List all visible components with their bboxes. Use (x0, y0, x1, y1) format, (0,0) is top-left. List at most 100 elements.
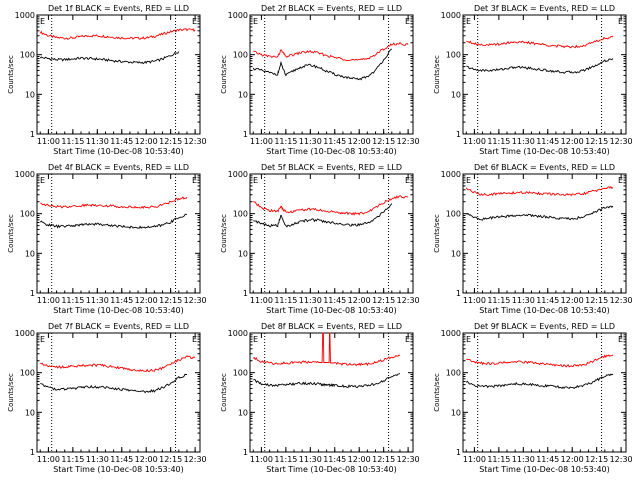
x-tick-label: 11:00 (250, 296, 273, 305)
x-tick-label: 12:00 (348, 137, 371, 146)
event-marker-label: E (618, 335, 623, 344)
x-axis-label: Start Time (10-Dec-08 10:53:40) (53, 306, 184, 315)
series-line-black-events (252, 48, 393, 81)
panel-title: Det 2f BLACK = Events, RED = LLD (261, 4, 402, 13)
y-tick-label: 10 (25, 249, 35, 258)
x-tick-label: 11:30 (512, 296, 535, 305)
y-tick-label: 1000 (15, 170, 35, 179)
y-axis-label: Counts/sec (433, 214, 441, 253)
x-tick-label: 11:15 (487, 296, 510, 305)
series-line-black-events (39, 51, 180, 65)
x-axis-label: Start Time (10-Dec-08 10:53:40) (479, 147, 610, 156)
series-line-red-lld (253, 41, 409, 61)
x-tick-label: 12:15 (372, 455, 395, 464)
x-tick-label: 12:30 (184, 455, 207, 464)
x-tick-label: 12:00 (561, 455, 584, 464)
y-tick-label: 100 (233, 369, 248, 378)
y-tick-label: 10 (25, 408, 35, 417)
x-tick-label: 11:15 (274, 296, 297, 305)
x-tick-label: 11:30 (299, 455, 322, 464)
y-tick-label: 1000 (441, 170, 461, 179)
plot-frame (36, 14, 201, 135)
event-marker-label: E (40, 17, 45, 26)
x-tick-label: 12:15 (585, 296, 608, 305)
x-tick-label: 12:15 (159, 455, 182, 464)
panel-title: Det 3f BLACK = Events, RED = LLD (474, 4, 615, 13)
x-axis-label: Start Time (10-Dec-08 10:53:40) (53, 465, 184, 474)
event-marker-label: E (192, 17, 197, 26)
panel-7: Det 7f BLACK = Events, RED = LLD 1 10 100 10… (7, 322, 207, 474)
event-marker-label: E (40, 335, 45, 344)
x-tick-label: 11:30 (86, 137, 109, 146)
x-tick-label: 12:15 (585, 455, 608, 464)
panel-1: Det 1f BLACK = Events, RED = LLD 1 10 100 10… (7, 4, 207, 156)
y-axis-label: Counts/sec (220, 214, 228, 253)
y-tick-label: 1 (30, 130, 35, 139)
y-tick-label: 10 (451, 90, 461, 99)
y-tick-label: 1 (243, 289, 248, 298)
x-tick-label: 12:00 (135, 455, 158, 464)
event-marker-label: E (618, 17, 623, 26)
x-tick-label: 12:15 (159, 296, 182, 305)
x-axis-label: Start Time (10-Dec-08 10:53:40) (266, 147, 397, 156)
x-tick-label: 11:45 (536, 455, 559, 464)
x-tick-label: 12:00 (561, 296, 584, 305)
x-axis-label: Start Time (10-Dec-08 10:53:40) (53, 147, 184, 156)
y-tick-label: 10 (238, 90, 248, 99)
event-marker-label: E (405, 17, 410, 26)
x-tick-label: 12:30 (610, 455, 633, 464)
x-tick-label: 12:15 (159, 137, 182, 146)
y-tick-label: 10 (25, 90, 35, 99)
series-line-red-lld (466, 354, 614, 368)
y-tick-label: 100 (446, 51, 461, 60)
y-tick-label: 1 (30, 289, 35, 298)
x-tick-label: 11:45 (323, 455, 346, 464)
x-tick-label: 11:00 (250, 137, 273, 146)
panel-title: Det 9f BLACK = Events, RED = LLD (474, 322, 615, 331)
series-line-red-lld (40, 196, 188, 209)
series-line-black-events (465, 373, 614, 390)
event-marker-label: E (466, 176, 471, 185)
x-tick-label: 11:15 (274, 455, 297, 464)
y-axis-label: Counts/sec (220, 373, 228, 412)
event-marker-label: E (618, 176, 623, 185)
plot-frame (462, 14, 627, 135)
x-tick-label: 12:00 (135, 137, 158, 146)
x-tick-label: 11:00 (37, 455, 60, 464)
x-tick-label: 11:00 (250, 455, 273, 464)
x-tick-label: 12:15 (372, 137, 395, 146)
y-axis-label: Counts/sec (7, 55, 15, 94)
x-tick-label: 11:30 (86, 455, 109, 464)
x-tick-label: 11:45 (323, 296, 346, 305)
panel-4: Det 4f BLACK = Events, RED = LLD 1 10 100 10… (7, 163, 207, 315)
x-tick-label: 11:45 (110, 296, 133, 305)
x-tick-label: 12:00 (348, 455, 371, 464)
series-line-black-events (39, 213, 188, 230)
panel-3: Det 3f BLACK = Events, RED = LLD 1 10 100 10… (433, 4, 633, 156)
panel-title: Det 5f BLACK = Events, RED = LLD (261, 163, 402, 172)
x-tick-label: 12:00 (135, 296, 158, 305)
event-marker-label: E (405, 176, 410, 185)
y-tick-label: 1000 (15, 11, 35, 20)
x-tick-label: 12:30 (397, 296, 420, 305)
event-marker-label: E (253, 17, 258, 26)
x-tick-label: 11:45 (323, 137, 346, 146)
x-tick-label: 11:15 (61, 455, 84, 464)
x-axis-label: Start Time (10-Dec-08 10:53:40) (266, 465, 397, 474)
series-line-black-events (466, 58, 614, 75)
event-marker-label: E (192, 176, 197, 185)
y-tick-label: 100 (446, 369, 461, 378)
y-axis-label: Counts/sec (220, 55, 228, 94)
y-tick-label: 1000 (441, 329, 461, 338)
y-tick-label: 10 (238, 249, 248, 258)
series-line-red-lld (466, 35, 614, 49)
y-tick-label: 1000 (228, 170, 248, 179)
panel-9: Det 9f BLACK = Events, RED = LLD 1 10 100 10… (433, 322, 633, 474)
x-tick-label: 12:30 (184, 296, 207, 305)
x-tick-label: 11:45 (536, 137, 559, 146)
series-line-red-lld (253, 195, 409, 216)
y-axis-label: Counts/sec (433, 55, 441, 94)
y-tick-label: 100 (233, 210, 248, 219)
